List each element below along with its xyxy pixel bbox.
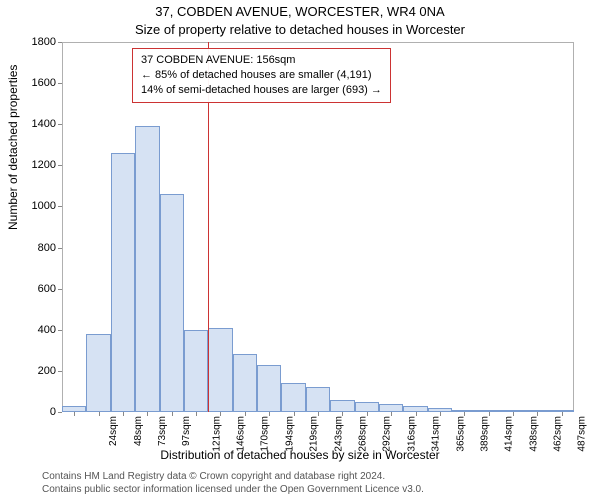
x-tick-label: 194sqm <box>284 416 295 452</box>
histogram-bar <box>208 328 232 412</box>
histogram-bar <box>281 383 305 412</box>
x-tick-mark <box>440 412 441 416</box>
x-tick-mark <box>367 412 368 416</box>
x-tick-mark <box>196 412 197 416</box>
chart-title-main: 37, COBDEN AVENUE, WORCESTER, WR4 0NA <box>0 4 600 19</box>
histogram-bar <box>355 402 379 412</box>
y-tick-mark <box>58 248 62 249</box>
histogram-bar <box>160 194 184 412</box>
footnote-line1: Contains HM Land Registry data © Crown c… <box>42 471 424 484</box>
x-tick-mark <box>537 412 538 416</box>
x-tick-label: 121sqm <box>211 416 222 452</box>
y-axis-label: Number of detached properties <box>6 65 20 230</box>
x-tick-mark <box>294 412 295 416</box>
y-tick-mark <box>58 83 62 84</box>
x-tick-label: 73sqm <box>157 416 168 446</box>
chart-container: { "chart": { "type": "histogram", "title… <box>0 0 600 500</box>
histogram-bar <box>379 404 403 412</box>
annotation-line: 37 COBDEN AVENUE: 156sqm <box>141 53 382 68</box>
histogram-bar <box>111 153 135 412</box>
x-tick-label: 48sqm <box>133 416 144 446</box>
y-tick-label: 1400 <box>32 118 56 130</box>
annotation-line: ← 85% of detached houses are smaller (4,… <box>141 68 382 83</box>
y-tick-label: 1600 <box>32 77 56 89</box>
y-tick-mark <box>58 330 62 331</box>
x-tick-mark <box>342 412 343 416</box>
x-tick-label: 438sqm <box>528 416 539 452</box>
y-tick-mark <box>58 165 62 166</box>
x-tick-mark <box>123 412 124 416</box>
y-tick-label: 1800 <box>32 36 56 48</box>
x-tick-mark <box>172 412 173 416</box>
annotation-box: 37 COBDEN AVENUE: 156sqm← 85% of detache… <box>132 48 391 103</box>
x-tick-mark <box>269 412 270 416</box>
y-tick-label: 400 <box>38 324 56 336</box>
chart-title-sub: Size of property relative to detached ho… <box>0 22 600 37</box>
histogram-bar <box>233 354 257 412</box>
x-tick-mark <box>147 412 148 416</box>
x-tick-mark <box>391 412 392 416</box>
histogram-bar <box>306 387 330 412</box>
x-tick-label: 316sqm <box>406 416 417 452</box>
y-tick-mark <box>58 42 62 43</box>
footnote-line2: Contains public sector information licen… <box>42 484 424 497</box>
y-tick-label: 200 <box>38 365 56 377</box>
x-tick-mark <box>245 412 246 416</box>
x-axis-label: Distribution of detached houses by size … <box>0 448 600 462</box>
x-tick-label: 170sqm <box>260 416 271 452</box>
x-tick-label: 268sqm <box>358 416 369 452</box>
x-tick-label: 487sqm <box>577 416 588 452</box>
x-tick-label: 341sqm <box>431 416 442 452</box>
y-tick-mark <box>58 371 62 372</box>
x-tick-mark <box>416 412 417 416</box>
x-tick-label: 292sqm <box>382 416 393 452</box>
histogram-bar <box>330 400 354 412</box>
x-tick-label: 97sqm <box>181 416 192 446</box>
y-tick-label: 0 <box>50 406 56 418</box>
y-tick-label: 800 <box>38 242 56 254</box>
plot-area: 02004006008001000120014001600180024sqm48… <box>62 42 574 412</box>
y-tick-label: 600 <box>38 283 56 295</box>
x-tick-mark <box>220 412 221 416</box>
y-tick-label: 1000 <box>32 200 56 212</box>
histogram-bar <box>86 334 110 412</box>
x-tick-label: 462sqm <box>553 416 564 452</box>
x-tick-label: 414sqm <box>504 416 515 452</box>
x-tick-label: 389sqm <box>479 416 490 452</box>
x-tick-mark <box>99 412 100 416</box>
x-tick-label: 243sqm <box>333 416 344 452</box>
x-tick-mark <box>489 412 490 416</box>
x-tick-mark <box>562 412 563 416</box>
y-tick-mark <box>58 206 62 207</box>
x-tick-mark <box>464 412 465 416</box>
x-tick-mark <box>513 412 514 416</box>
x-tick-label: 146sqm <box>236 416 247 452</box>
footnote: Contains HM Land Registry data © Crown c… <box>42 471 424 496</box>
annotation-line: 14% of semi-detached houses are larger (… <box>141 83 382 98</box>
x-tick-label: 219sqm <box>309 416 320 452</box>
x-tick-label: 24sqm <box>108 416 119 446</box>
histogram-bar <box>257 365 281 412</box>
y-tick-mark <box>58 124 62 125</box>
x-tick-mark <box>74 412 75 416</box>
histogram-bar <box>135 126 159 412</box>
y-tick-label: 1200 <box>32 159 56 171</box>
y-tick-mark <box>58 289 62 290</box>
y-tick-mark <box>58 412 62 413</box>
x-tick-mark <box>318 412 319 416</box>
histogram-bar <box>184 330 208 412</box>
x-tick-label: 365sqm <box>455 416 466 452</box>
